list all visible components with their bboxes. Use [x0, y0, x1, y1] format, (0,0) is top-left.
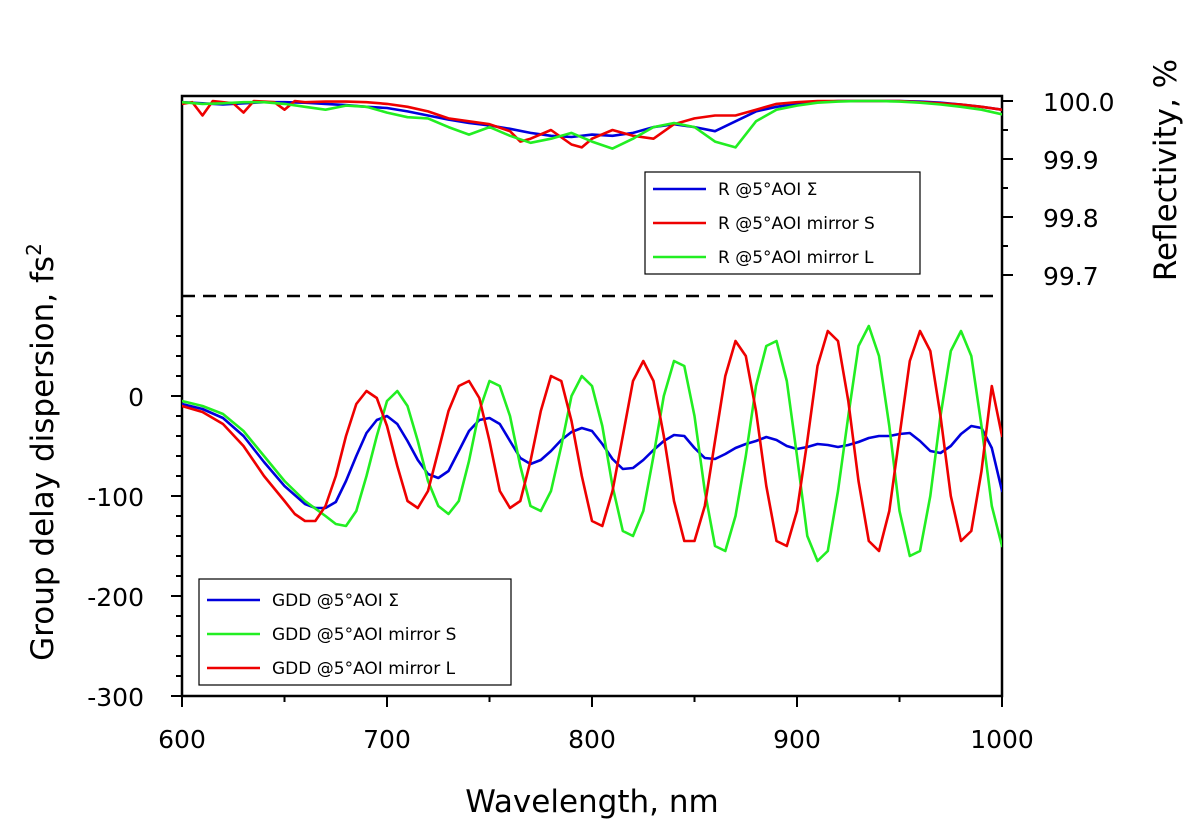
refl-tick-label-99-8: 99.8: [1043, 204, 1099, 233]
legend-label-gdd-sigma: GDD @5°AOI Σ: [272, 591, 399, 611]
gdd-axis-title-text: Group delay dispersion, fs: [25, 256, 61, 661]
gdd-series-group: [182, 324, 1002, 563]
gdd-series-line-2: [182, 329, 1002, 553]
gdd-axis-title: Group delay dispersion, fs2: [22, 243, 61, 661]
legend-label-r-mirror-s: R @5°AOI mirror S: [718, 214, 875, 234]
gdd-tick-label-minus-200: -200: [87, 583, 144, 612]
reflectivity-axis-title: Reflectivity, %: [1148, 59, 1184, 281]
gdd-tick-labels: 0 -100 -200 -300: [87, 383, 144, 712]
x-axis-title: Wavelength, nm: [465, 784, 718, 820]
x-tick-label-800: 800: [568, 725, 616, 754]
legend-label-gdd-mirror-l: GDD @5°AOI mirror L: [272, 659, 456, 679]
gdd-legend: GDD @5°AOI Σ GDD @5°AOI mirror S GDD @5°…: [198, 578, 512, 686]
legend-label-r-sigma: R @5°AOI Σ: [718, 180, 817, 200]
x-tick-label-900: 900: [773, 725, 821, 754]
reflectivity-legend: R @5°AOI Σ R @5°AOI mirror S R @5°AOI mi…: [644, 171, 921, 275]
gdd-tick-label-minus-100: -100: [87, 483, 144, 512]
refl-tick-label-100: 100.0: [1043, 88, 1115, 117]
gdd-series-line-1: [182, 324, 1002, 563]
refl-tick-label-99-7: 99.7: [1043, 262, 1099, 291]
gdd-axis-title-superscript: 2: [22, 243, 46, 256]
x-tick-labels: 600 700 800 900 1000: [158, 725, 1034, 754]
gdd-tick-label-minus-300: -300: [87, 683, 144, 712]
refl-tick-label-99-9: 99.9: [1043, 146, 1099, 175]
x-tick-label-700: 700: [363, 725, 411, 754]
reflectivity-tick-labels: 100.0 99.9 99.8 99.7: [1043, 88, 1115, 291]
refl-series-line-2: [182, 99, 1002, 150]
axis-ticks: [171, 100, 1013, 707]
gdd-series-line-0: [182, 402, 1002, 510]
legend-label-r-mirror-l: R @5°AOI mirror L: [718, 248, 874, 268]
legend-label-gdd-mirror-s: GDD @5°AOI mirror S: [272, 625, 456, 645]
gdd-tick-label-0: 0: [128, 383, 144, 412]
x-tick-label-600: 600: [158, 725, 206, 754]
reflectivity-series-group: [182, 99, 1002, 150]
x-tick-label-1000: 1000: [970, 725, 1034, 754]
